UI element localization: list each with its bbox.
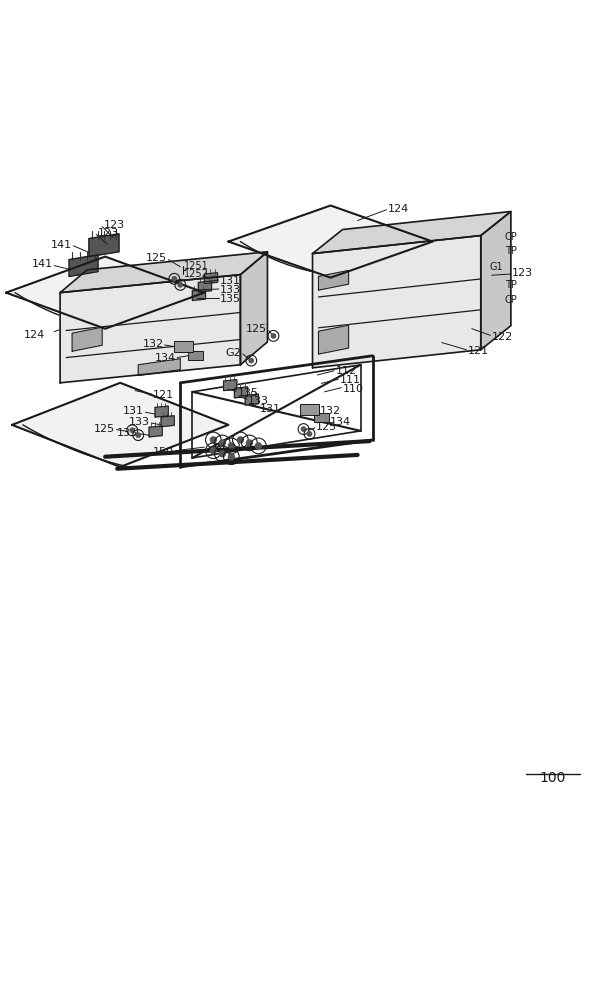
Circle shape bbox=[255, 443, 261, 449]
Text: 125: 125 bbox=[94, 424, 115, 434]
Text: 135: 135 bbox=[117, 428, 138, 438]
Circle shape bbox=[246, 440, 252, 446]
Circle shape bbox=[210, 437, 216, 443]
Circle shape bbox=[210, 448, 216, 454]
Text: 123: 123 bbox=[97, 228, 118, 238]
Text: 125: 125 bbox=[246, 324, 267, 334]
Text: TP: TP bbox=[505, 246, 517, 256]
Polygon shape bbox=[313, 212, 511, 254]
Circle shape bbox=[237, 437, 243, 443]
Text: 123: 123 bbox=[512, 268, 533, 278]
Text: TP: TP bbox=[505, 280, 517, 290]
Text: 134: 134 bbox=[155, 353, 176, 363]
Text: 141: 141 bbox=[51, 240, 72, 250]
Text: 132: 132 bbox=[320, 406, 341, 416]
Text: 150: 150 bbox=[153, 447, 174, 457]
Polygon shape bbox=[319, 325, 349, 354]
Bar bbox=[174, 341, 193, 352]
Circle shape bbox=[172, 277, 177, 281]
Text: 100: 100 bbox=[540, 771, 566, 785]
Text: 123: 123 bbox=[103, 220, 124, 230]
Text: 131: 131 bbox=[220, 276, 241, 286]
Polygon shape bbox=[204, 273, 218, 284]
Polygon shape bbox=[313, 236, 481, 368]
Circle shape bbox=[249, 358, 254, 363]
Text: 131: 131 bbox=[123, 406, 144, 416]
Circle shape bbox=[219, 440, 225, 446]
Circle shape bbox=[178, 283, 183, 287]
Circle shape bbox=[228, 443, 234, 449]
Text: 110: 110 bbox=[343, 384, 364, 394]
Bar bbox=[300, 404, 319, 415]
Text: 124: 124 bbox=[388, 204, 409, 214]
Polygon shape bbox=[245, 394, 258, 405]
Bar bbox=[188, 351, 203, 360]
Polygon shape bbox=[149, 426, 162, 437]
Text: 141: 141 bbox=[32, 259, 53, 269]
Polygon shape bbox=[481, 212, 511, 350]
Circle shape bbox=[307, 432, 312, 436]
Polygon shape bbox=[319, 270, 349, 290]
Text: 125: 125 bbox=[316, 422, 337, 432]
Text: 122: 122 bbox=[492, 332, 513, 342]
Text: 121: 121 bbox=[153, 390, 174, 400]
Polygon shape bbox=[192, 290, 206, 300]
Polygon shape bbox=[240, 252, 267, 365]
Polygon shape bbox=[6, 257, 204, 329]
Circle shape bbox=[271, 334, 276, 338]
Polygon shape bbox=[138, 359, 180, 376]
Text: 133: 133 bbox=[248, 396, 269, 406]
Circle shape bbox=[228, 454, 234, 460]
Text: 133: 133 bbox=[220, 285, 241, 295]
Text: 134: 134 bbox=[329, 417, 350, 427]
Text: 112: 112 bbox=[335, 366, 356, 376]
Polygon shape bbox=[60, 275, 240, 383]
Circle shape bbox=[130, 428, 135, 432]
Text: CP: CP bbox=[505, 295, 517, 305]
Circle shape bbox=[219, 451, 225, 457]
Polygon shape bbox=[60, 252, 267, 293]
Text: 1252: 1252 bbox=[184, 269, 209, 279]
Polygon shape bbox=[12, 383, 228, 467]
Circle shape bbox=[136, 433, 141, 437]
Text: G2: G2 bbox=[226, 348, 242, 358]
Text: 135: 135 bbox=[220, 294, 241, 304]
Polygon shape bbox=[72, 327, 102, 351]
Text: 1251: 1251 bbox=[184, 261, 209, 271]
Text: 131: 131 bbox=[260, 404, 281, 414]
Polygon shape bbox=[198, 281, 212, 292]
Polygon shape bbox=[69, 255, 98, 276]
Text: 135: 135 bbox=[237, 388, 258, 398]
Polygon shape bbox=[234, 387, 248, 398]
Text: 132: 132 bbox=[142, 339, 163, 349]
Circle shape bbox=[301, 427, 306, 431]
Text: 111: 111 bbox=[340, 375, 361, 385]
Text: 124: 124 bbox=[24, 330, 45, 340]
Polygon shape bbox=[89, 234, 119, 257]
Text: G1: G1 bbox=[490, 262, 504, 272]
Text: 125: 125 bbox=[146, 253, 167, 263]
Text: 133: 133 bbox=[129, 417, 150, 427]
Polygon shape bbox=[228, 206, 433, 278]
Polygon shape bbox=[155, 406, 168, 417]
Polygon shape bbox=[161, 416, 174, 427]
Text: 121: 121 bbox=[468, 346, 489, 356]
Bar bbox=[314, 413, 329, 422]
Text: CP: CP bbox=[505, 232, 517, 242]
Polygon shape bbox=[224, 380, 237, 391]
